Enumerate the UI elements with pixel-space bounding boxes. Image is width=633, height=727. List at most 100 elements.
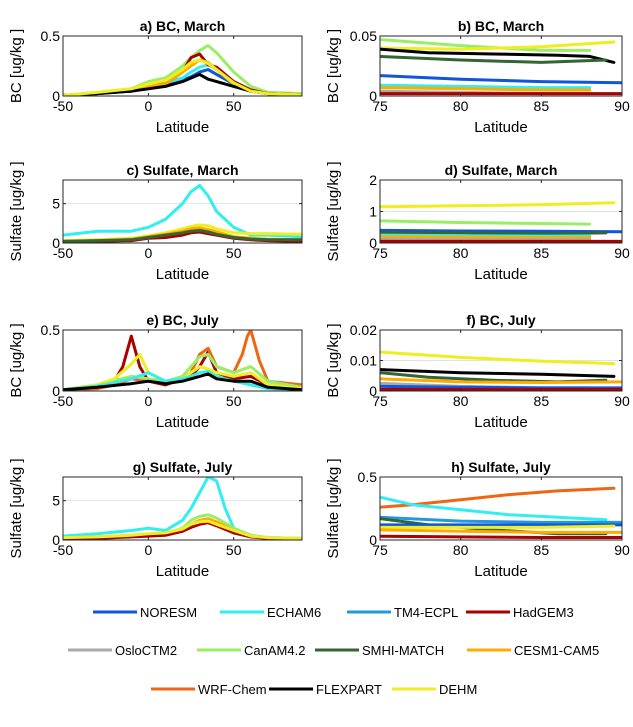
panel-d: 75 80 85 90 0 1 2 d) Sulfate, March Latitude Sulf… (325, 161, 630, 283)
chart-title-h: h) Sulfate, July (451, 459, 551, 475)
series-line-c-smhi-match (63, 228, 302, 243)
y-axis-label-c: Sulfate [ug/kg ] (8, 161, 25, 261)
x-tick-label-h-3: 90 (614, 542, 630, 558)
chart-title-g: g) Sulfate, July (133, 459, 233, 475)
x-tick-label-h-2: 85 (534, 542, 550, 558)
y-tick-label-c-0: 0 (52, 235, 60, 251)
y-tick-label-f-0: 0 (369, 383, 377, 399)
legend-label-cesm1-cam5: CESM1-CAM5 (514, 643, 599, 658)
series-line-b-cesm1-cam5 (380, 86, 592, 92)
x-tick-label-e-1: 0 (144, 393, 152, 409)
legend-label-dehm: DEHM (439, 682, 477, 697)
series-line-d-cesm1-cam5 (380, 235, 592, 240)
y-tick-label-a-1: 0.5 (41, 28, 61, 44)
chart-title-a: a) BC, March (140, 18, 226, 34)
series-line-a-hadgem3 (63, 52, 302, 96)
legend: NORESM ECHAM6 TM4-ECPL HadGEM3 OsloCTM2 CanAM… (68, 605, 599, 697)
x-tick-label-d-3: 90 (614, 245, 630, 261)
y-axis-label-b: BC [ug/kg ] (325, 29, 342, 103)
series-line-f-noresm (380, 384, 622, 390)
axes-box-a (62, 35, 303, 97)
series-line-b-smhi-match (380, 54, 608, 64)
x-axis-label-e: Latitude (156, 414, 209, 431)
series-line-d-noresm (380, 228, 622, 234)
series-line-a-dehm (63, 58, 302, 96)
x-tick-label-f-0: 75 (372, 393, 388, 409)
x-tick-label-d-0: 75 (372, 245, 388, 261)
chart-title-e: e) BC, July (146, 312, 219, 328)
panel-b: 75 80 85 90 0 0.05 b) BC, March Latitude BC [ug/… (325, 18, 630, 136)
series-line-d-canam4-2 (380, 219, 592, 226)
y-axis-label-e: BC [ug/kg ] (8, 323, 25, 397)
x-tick-label-e-2: 50 (226, 393, 242, 409)
x-axis-label-f: Latitude (474, 414, 527, 431)
series-line-e-flexpart (63, 372, 302, 391)
x-axis-label-d: Latitude (474, 266, 527, 283)
x-axis-label-c: Latitude (156, 266, 209, 283)
x-tick-label-d-1: 80 (453, 245, 469, 261)
y-tick-label-b-0: 0 (369, 88, 377, 104)
y-axis-label-d: Sulfate [ug/kg ] (325, 161, 342, 261)
x-tick-label-a-0: -50 (53, 98, 73, 114)
panel-f: 75 80 85 90 0 0.01 0.02 f) BC, July Latitude BC [… (325, 312, 630, 431)
y-tick-label-d-2: 2 (369, 172, 377, 188)
axes-box-b (379, 35, 623, 97)
y-tick-label-b-1: 0.05 (350, 28, 377, 44)
series-line-g-dehm (63, 519, 302, 540)
axes-box-g (62, 476, 303, 541)
x-tick-label-c-2: 50 (226, 245, 242, 261)
chart-title-c: c) Sulfate, March (126, 162, 238, 178)
legend-label-echam6: ECHAM6 (267, 605, 321, 620)
x-tick-label-d-2: 85 (534, 245, 550, 261)
y-tick-label-f-2: 0.02 (350, 322, 377, 338)
series-line-b-flexpart (380, 47, 616, 64)
legend-label-osloctm2: OsloCTM2 (115, 643, 177, 658)
y-axis-label-h: Sulfate [ug/kg ] (325, 458, 342, 558)
legend-label-smhi-match: SMHI-MATCH (362, 643, 444, 658)
y-tick-label-e-1: 0.5 (41, 322, 61, 338)
y-tick-label-g-1: 5 (52, 493, 60, 509)
x-tick-label-b-0: 75 (372, 98, 388, 114)
series-line-b-echam6 (380, 83, 592, 90)
x-tick-label-h-0: 75 (372, 542, 388, 558)
x-tick-label-g-1: 0 (144, 542, 152, 558)
x-tick-label-g-2: 50 (226, 542, 242, 558)
series-line-h-hadgem3 (380, 534, 622, 539)
x-tick-label-g-0: -50 (53, 542, 73, 558)
series-line-f-flexpart (380, 368, 616, 378)
x-tick-label-h-1: 80 (453, 542, 469, 558)
axes-box-h (379, 476, 623, 541)
series-line-d-smhi-match (380, 231, 608, 236)
y-tick-label-g-0: 0 (52, 532, 60, 548)
x-axis-label-h: Latitude (474, 563, 527, 580)
legend-label-tm4-ecpl: TM4-ECPL (394, 605, 458, 620)
legend-label-flexpart: FLEXPART (316, 682, 382, 697)
x-tick-label-b-2: 85 (534, 98, 550, 114)
chart-title-d: d) Sulfate, March (445, 162, 558, 178)
x-tick-label-a-2: 50 (226, 98, 242, 114)
y-tick-label-a-0: 0 (52, 88, 60, 104)
legend-label-wrf-chem: WRF-Chem (198, 682, 267, 697)
y-tick-label-f-1: 0.01 (350, 353, 377, 369)
y-axis-label-a: BC [ug/kg ] (8, 29, 25, 103)
y-tick-label-h-1: 0.5 (358, 469, 378, 485)
y-tick-label-h-0: 0 (369, 532, 377, 548)
x-tick-label-b-1: 80 (453, 98, 469, 114)
series-line-b-dehm (380, 40, 616, 51)
x-tick-label-c-0: -50 (53, 245, 73, 261)
axes-box-c (62, 179, 303, 244)
chart-title-b: b) BC, March (458, 18, 544, 34)
panel-h: 75 80 85 90 0 0.5 h) Sulfate, July Latitude Sulf… (325, 458, 630, 580)
legend-label-canam4-2: CanAM4.2 (244, 643, 305, 658)
chart-title-f: f) BC, July (466, 312, 535, 328)
series-line-h-dehm (380, 524, 616, 529)
x-tick-label-f-3: 90 (614, 393, 630, 409)
legend-label-hadgem3: HadGEM3 (513, 605, 574, 620)
series-line-f-cesm1-cam5 (380, 377, 622, 384)
series-line-e-dehm (63, 352, 302, 391)
series-line-d-dehm (380, 201, 616, 209)
